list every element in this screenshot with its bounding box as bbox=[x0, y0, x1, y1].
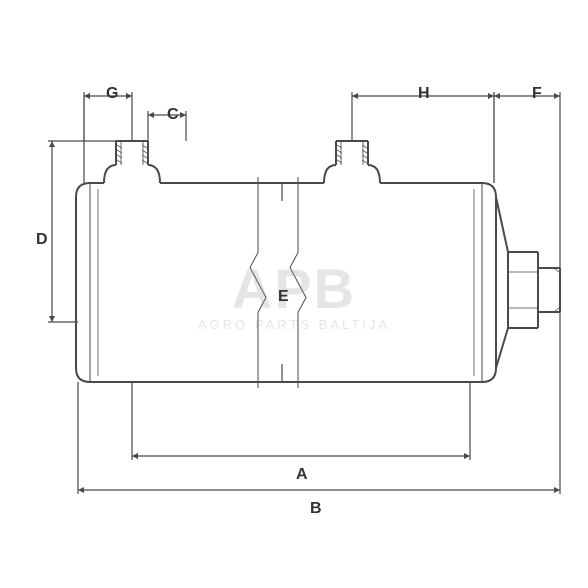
dim-label-H: H bbox=[418, 85, 430, 103]
dim-label-D: D bbox=[36, 231, 48, 249]
dim-label-F: F bbox=[532, 85, 542, 103]
dim-label-C: C bbox=[167, 106, 179, 124]
dim-label-A: A bbox=[296, 466, 308, 484]
dim-label-B: B bbox=[310, 500, 322, 518]
dim-label-G: G bbox=[106, 85, 118, 103]
dim-label-E: E bbox=[278, 288, 289, 306]
engineering-diagram bbox=[0, 0, 588, 588]
